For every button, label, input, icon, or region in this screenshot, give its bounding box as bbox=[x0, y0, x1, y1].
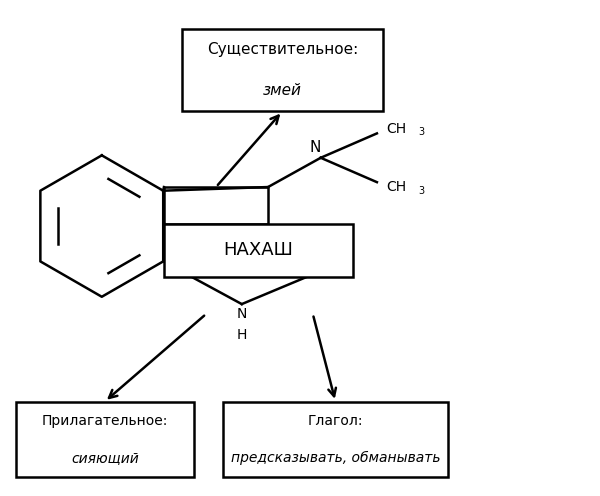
FancyBboxPatch shape bbox=[223, 402, 448, 477]
FancyBboxPatch shape bbox=[16, 402, 194, 477]
Text: Прилагательное:: Прилагательное: bbox=[41, 414, 168, 428]
FancyBboxPatch shape bbox=[164, 224, 353, 277]
Text: сияющий: сияющий bbox=[71, 451, 139, 465]
Text: Глагол:: Глагол: bbox=[308, 414, 363, 428]
Text: CH: CH bbox=[386, 180, 406, 194]
Text: 3: 3 bbox=[418, 127, 424, 137]
FancyBboxPatch shape bbox=[182, 29, 383, 112]
Text: CH: CH bbox=[386, 122, 406, 135]
Text: 3: 3 bbox=[418, 186, 424, 196]
Text: Существительное:: Существительное: bbox=[206, 42, 358, 57]
Text: змей: змей bbox=[263, 83, 302, 98]
FancyBboxPatch shape bbox=[164, 187, 268, 224]
Text: H: H bbox=[236, 328, 247, 342]
Text: предсказывать, обманывать: предсказывать, обманывать bbox=[231, 451, 440, 465]
Text: N: N bbox=[309, 140, 320, 155]
Text: НАХАШ: НАХАШ bbox=[224, 242, 293, 259]
Text: N: N bbox=[236, 307, 247, 320]
